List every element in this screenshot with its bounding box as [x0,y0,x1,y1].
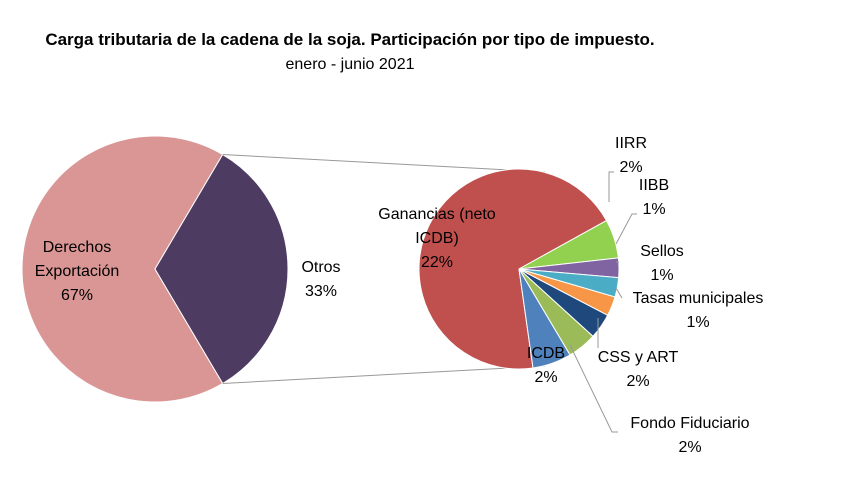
connector-bottom [222,365,546,384]
secondary-label-5: CSS y ART 2% [598,349,679,390]
secondary-label-4-line-1: 1% [686,314,709,331]
secondary-label-3: Sellos 1% [640,243,684,284]
secondary-label-5-line-0: CSS y ART [598,349,679,366]
main-label-1: Otros 33% [301,259,340,300]
leader-line-4 [615,287,623,299]
main-slice-1 [154,153,289,385]
connector-top [222,154,546,173]
secondary-label-1-line-1: 2% [619,159,642,176]
secondary-label-2-line-0: IIBB [639,177,669,194]
secondary-label-6-line-0: Fondo Fiduciario [630,415,749,432]
secondary-label-7: ICDB 2% [527,345,565,386]
secondary-slice-0 [418,168,608,370]
secondary-label-3-line-1: 1% [650,267,673,284]
secondary-label-1-line-0: IIRR [615,135,647,152]
secondary-slice-7 [518,268,571,369]
secondary-label-2-line-1: 1% [642,201,665,218]
main-label-0-line-0: Derechos [43,239,111,256]
secondary-label-1: IIRR 2% [615,135,647,176]
main-label-0: Derechos Exportación 67% [35,239,120,304]
leader-line-2 [615,213,637,245]
secondary-label-0-line-0: Ganancias (neto [378,206,496,223]
main-label-1-line-1: 33% [305,283,337,300]
main-label-1-line-0: Otros [301,259,340,276]
secondary-label-7-line-1: 2% [534,369,557,386]
main-label-0-line-1: Exportación [35,263,120,280]
chart-subtitle: enero - junio 2021 [285,56,415,73]
secondary-label-0: Ganancias (neto ICDB) 22% [378,206,496,271]
secondary-label-7-line-0: ICDB [527,345,565,362]
secondary-label-3-line-0: Sellos [640,243,684,260]
secondary-label-2: IIBB 1% [639,177,669,218]
main-slice-0 [21,135,224,403]
main-label-0-line-2: 67% [61,287,93,304]
secondary-label-0-line-1: ICDB) [415,230,459,247]
leader-line-6 [569,344,618,433]
secondary-label-6-line-1: 2% [678,439,701,456]
secondary-label-5-line-1: 2% [626,373,649,390]
secondary-label-4: Tasas municipales 1% [633,290,764,331]
leader-line-1 [608,171,614,202]
secondary-label-6: Fondo Fiduciario 2% [630,415,749,456]
secondary-label-0-line-2: 22% [421,254,453,271]
chart-title: Carga tributaria de la cadena de la soja… [45,30,655,49]
secondary-label-4-line-0: Tasas municipales [633,290,764,307]
